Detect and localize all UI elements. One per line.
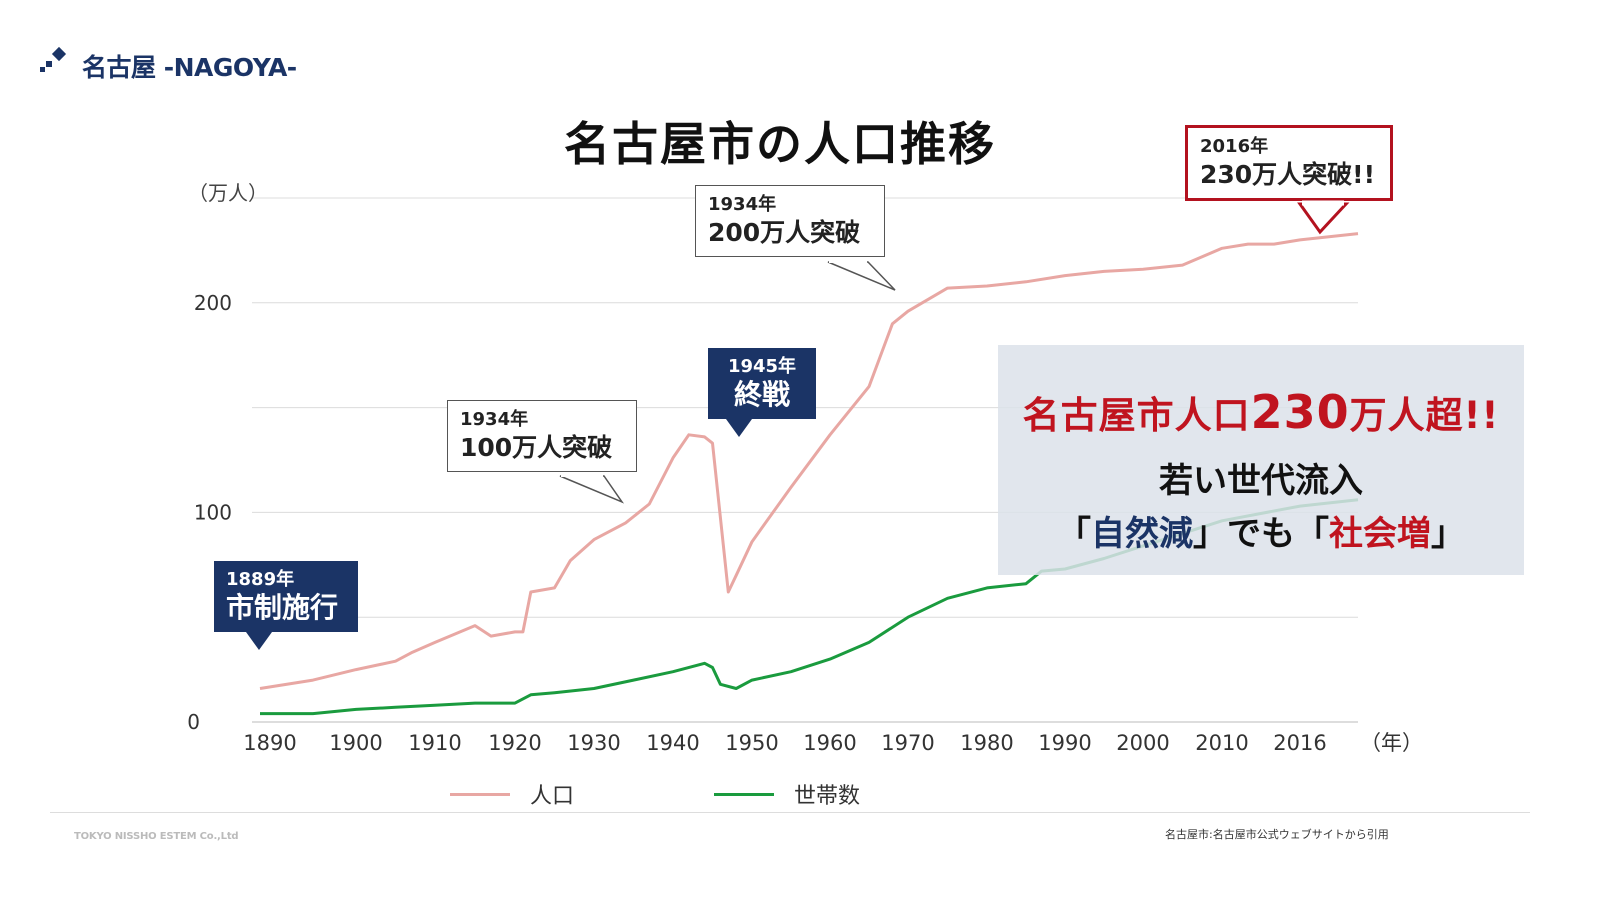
- info-headline: 名古屋市人口230万人超!!: [998, 385, 1524, 439]
- source-note: 名古屋市:名古屋市公式ウェブサイトから引用: [1165, 828, 1389, 841]
- x-tick-label: 2016: [1273, 731, 1326, 755]
- y-tick-label: 0: [187, 710, 200, 734]
- chart-title-wrap: 名古屋市の人口推移: [0, 108, 1600, 174]
- info-detail: 「自然減」でも「社会増」: [998, 506, 1524, 555]
- y-tick-label: 100: [194, 500, 232, 524]
- population-line: [259, 232, 1359, 690]
- x-tick-label: 1910: [408, 731, 461, 755]
- logo-diamond-icon: [38, 45, 72, 79]
- x-tick-label: 1970: [881, 731, 934, 755]
- callout-200man-msg: 200万人突破: [708, 217, 861, 247]
- legend-population-swatch: [450, 792, 510, 796]
- callout-1945-year: 1945年: [727, 356, 797, 377]
- callout-2016: 2016年 230万人突破!!: [1185, 125, 1393, 201]
- x-tick-label: 1980: [960, 731, 1013, 755]
- callout-2016-msg: 230万人突破!!: [1200, 159, 1375, 189]
- chart-title: 名古屋市の人口推移: [564, 117, 996, 171]
- callout-100man-year: 1934年: [460, 409, 529, 430]
- legend-population-label: 人口: [530, 784, 575, 809]
- footer-divider: [50, 812, 1530, 813]
- company-name: TOKYO NISSHO ESTEM Co.,Ltd: [74, 831, 239, 842]
- info-bracket-open-1: 「: [1057, 514, 1091, 554]
- info-bracket-close-2: 」: [1431, 514, 1465, 554]
- x-tick-label: 1930: [567, 731, 620, 755]
- x-tick-label: 1900: [329, 731, 382, 755]
- legend-households: 世帯数: [714, 778, 860, 810]
- legend-population: 人口: [450, 778, 574, 810]
- info-social-increase: 社会増: [1329, 514, 1431, 554]
- callout-1889-year: 1889年: [226, 569, 295, 590]
- x-tick-label: 1950: [725, 731, 778, 755]
- callout-200man: 1934年 200万人突破: [695, 185, 885, 257]
- y-axis-ticks: 0 100 200: [187, 291, 232, 734]
- x-tick-label: 2000: [1116, 731, 1169, 755]
- callout-100man: 1934年 100万人突破: [447, 400, 637, 472]
- legend-households-label: 世帯数: [794, 784, 861, 809]
- callout-100man-msg: 100万人突破: [460, 432, 613, 462]
- info-middle-text: 」でも「: [1193, 514, 1329, 554]
- callout-2016-year: 2016年: [1200, 136, 1269, 157]
- x-tick-label: 1990: [1038, 731, 1091, 755]
- info-subline: 若い世代流入: [1159, 461, 1363, 501]
- x-axis-ticks: 1890 1900 1910 1920 1930 1940 1950 1960 1970 1980…: [243, 731, 1326, 755]
- callout-1945: 1945年 終戦: [708, 348, 816, 438]
- y-tick-label: 200: [194, 291, 232, 315]
- callout-1889: 1889年 市制施行: [214, 561, 358, 651]
- info-natural-decrease: 自然減: [1091, 514, 1193, 554]
- x-axis-label: （年）: [1360, 731, 1423, 755]
- legend-households-swatch: [714, 792, 774, 796]
- x-tick-label: 1890: [243, 731, 296, 755]
- logo: 名古屋 -NAGOYA-: [38, 40, 297, 84]
- callout-200man-year: 1934年: [708, 194, 777, 215]
- callout-1945-msg: 終戦: [733, 377, 790, 411]
- x-tick-label: 1940: [646, 731, 699, 755]
- info-headline-prefix: 名古屋市人口: [1022, 394, 1251, 437]
- x-tick-label: 1920: [488, 731, 541, 755]
- callout-1889-msg: 市制施行: [226, 590, 339, 624]
- logo-text: 名古屋 -NAGOYA-: [82, 53, 297, 82]
- info-headline-number: 230: [1250, 385, 1350, 439]
- x-tick-label: 1960: [803, 731, 856, 755]
- x-tick-label: 2010: [1195, 731, 1248, 755]
- info-box: 名古屋市人口230万人超!! 若い世代流入 「自然減」でも「社会増」: [998, 345, 1524, 575]
- y-axis-label: （万人）: [188, 181, 268, 205]
- info-headline-suffix: 万人超!!: [1349, 394, 1500, 437]
